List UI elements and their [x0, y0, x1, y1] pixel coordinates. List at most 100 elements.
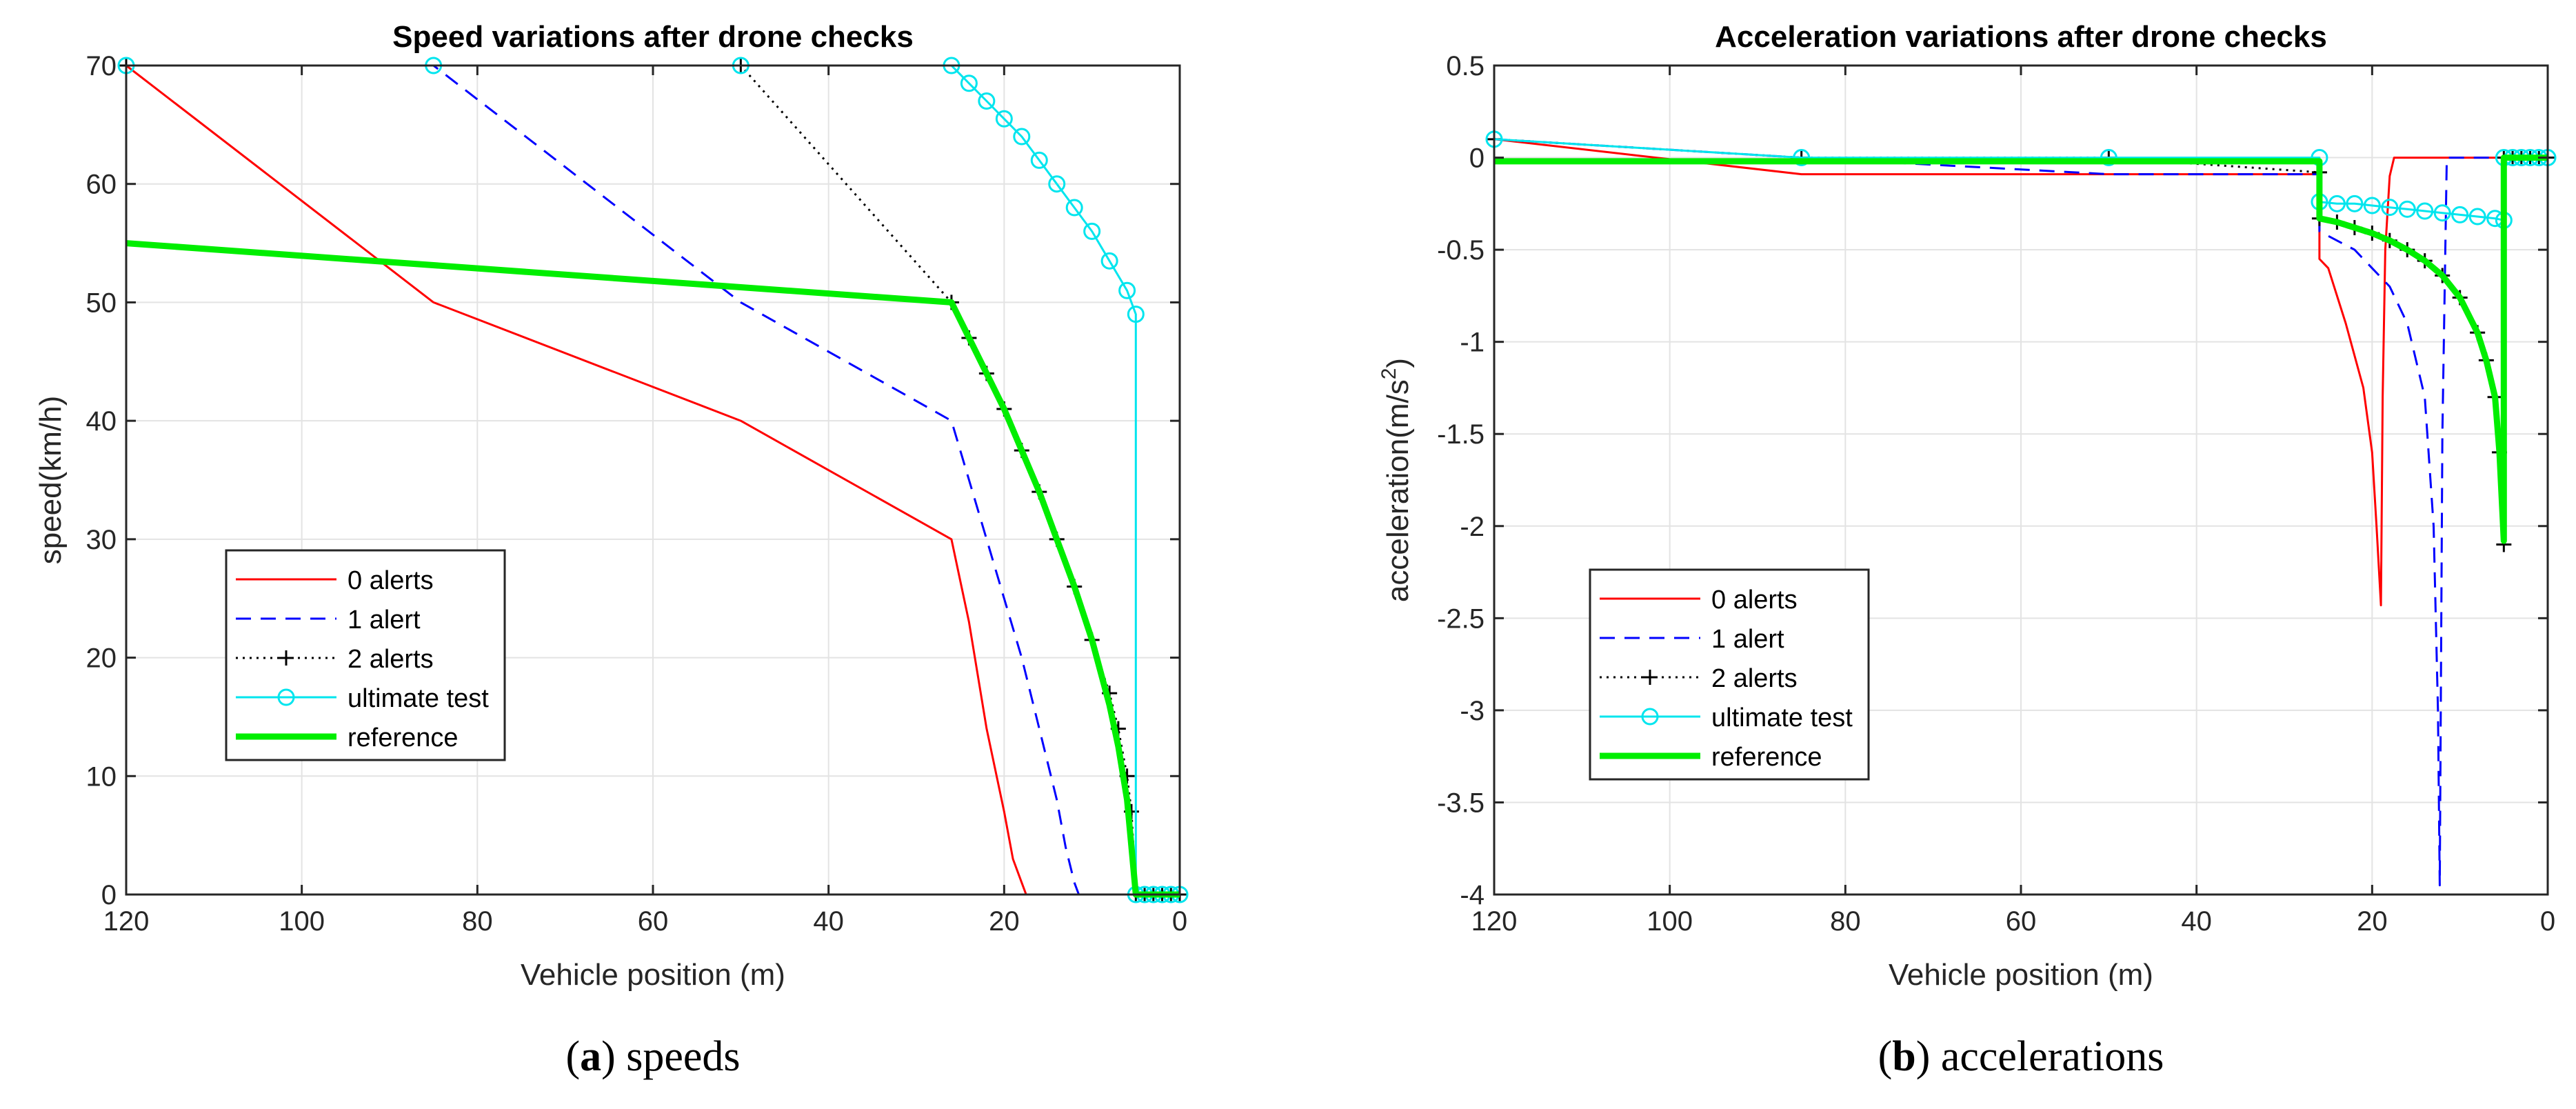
y-tick-label: -1: [1460, 328, 1485, 358]
x-tick-label: 100: [279, 906, 325, 937]
legend-label: ultimate test: [1711, 703, 1853, 732]
y-tick-label: 0: [1469, 143, 1485, 174]
speed-series-line-0-alerts: [125, 64, 1180, 896]
acceleration-legend-box: [1589, 568, 1870, 781]
y-tick-label: -3: [1460, 696, 1485, 726]
speed-data-point: [1013, 128, 1031, 146]
acceleration-data-point: [2433, 204, 2451, 222]
y-tick-label: 60: [86, 170, 117, 200]
speed-legend-entry-2-alerts: 2 alerts: [236, 645, 434, 674]
speed-legend-box: [225, 549, 506, 761]
x-tick-label: 120: [103, 906, 150, 937]
speed-legend-entry-ultimate-test: ultimate test: [236, 684, 489, 713]
x-tick-label: 40: [2181, 906, 2212, 937]
speed-series-reference: [125, 240, 1180, 898]
acceleration-legend-entry-2-alerts: 2 alerts: [1600, 664, 1798, 693]
y-tick-label: -1.5: [1437, 419, 1485, 450]
y-tick-label: -0.5: [1437, 235, 1485, 266]
y-tick-label: -2: [1460, 512, 1485, 542]
acceleration-caption: (b) accelerations: [1878, 1033, 2164, 1080]
acceleration-caption-letter: b: [1892, 1033, 1915, 1080]
acceleration-data-point: [2328, 194, 2346, 212]
speed-caption: (a) speeds: [565, 1033, 740, 1080]
speed-series-1-alert: [126, 64, 1180, 896]
x-tick-label: 20: [989, 906, 1020, 937]
speed-data-point: [1030, 151, 1048, 169]
speed-data-point: [960, 74, 978, 92]
x-tick-label: 80: [1830, 906, 1861, 937]
y-tick-label: 50: [86, 288, 117, 318]
speed-data-point: [978, 92, 996, 110]
speed-data-point: [1118, 281, 1136, 299]
legend-label: reference: [1711, 743, 1822, 772]
acceleration-y-axis-label: acceleration(m/s2): [1378, 358, 1415, 602]
y-tick-label: 10: [86, 761, 117, 792]
legend-label: reference: [348, 723, 459, 752]
legend-marker: [1642, 670, 1658, 685]
y-tick-label: -4: [1460, 880, 1485, 910]
x-tick-label: 120: [1471, 906, 1518, 937]
legend-marker: [1641, 708, 1659, 726]
speed-series-line-1-alert: [126, 64, 1180, 896]
y-tick-label: 20: [86, 643, 117, 674]
acceleration-chart-title: Acceleration variations after drone chec…: [1715, 20, 2327, 54]
acceleration-series-reference: [1494, 154, 2548, 544]
speed-legend: 0 alerts 1 alert 2 alerts ultimate test refe…: [225, 549, 506, 761]
speed-series-0-alerts: [125, 64, 1180, 896]
acceleration-caption-text: accelerations: [1930, 1033, 2164, 1080]
speed-data-point: [1048, 175, 1066, 193]
speed-data-point: [995, 110, 1013, 128]
legend-marker: [277, 688, 295, 706]
acceleration-legend-entry-1-alert: 1 alert: [1600, 625, 1784, 654]
speed-series-line-reference: [125, 240, 1180, 898]
acceleration-chart-panel: 120 100 80 60 40 20 0 -4 -3.5 -3 -2.5 -2 -1.5 -1 -0.5 0…: [1378, 20, 2557, 1080]
speed-legend-entry-1-alert: 1 alert: [236, 606, 421, 635]
x-tick-label: 40: [813, 906, 844, 937]
acceleration-data-point: [2398, 200, 2416, 218]
x-tick-label: 60: [638, 906, 669, 937]
speed-data-point: [1100, 252, 1118, 270]
speed-caption-letter: a: [580, 1033, 601, 1080]
speed-data-point: [1127, 306, 1145, 323]
speed-caption-text: speeds: [616, 1033, 741, 1080]
acceleration-data-point: [2451, 206, 2469, 223]
acceleration-legend-entry-0-alerts: 0 alerts: [1600, 586, 1798, 615]
y-tick-label: 30: [86, 525, 117, 555]
legend-label: 0 alerts: [348, 566, 434, 595]
acceleration-x-axis-label: Vehicle position (m): [1889, 958, 2153, 992]
y-tick-label: -2.5: [1437, 603, 1485, 634]
legend-label: 2 alerts: [1711, 664, 1798, 693]
acceleration-series-line-reference: [1494, 154, 2548, 544]
speed-legend-entry-0-alerts: 0 alerts: [236, 566, 434, 595]
y-tick-label: 40: [86, 406, 117, 437]
x-tick-label: 0: [2540, 906, 2555, 937]
y-tick-label: 70: [86, 51, 117, 81]
acceleration-legend-entry-ultimate-test: ultimate test: [1600, 703, 1853, 732]
acceleration-series-1-alert: [1493, 138, 2548, 887]
acceleration-data-point: [2468, 208, 2486, 226]
acceleration-legend-entry-reference: reference: [1600, 743, 1822, 772]
x-tick-label: 0: [1172, 906, 1187, 937]
acceleration-series-line-1-alert: [1493, 138, 2548, 887]
acceleration-data-point: [2416, 202, 2434, 220]
acceleration-data-point: [2100, 149, 2117, 167]
legend-label: 1 alert: [348, 606, 421, 635]
x-tick-label: 20: [2357, 906, 2388, 937]
acceleration-legend: 0 alerts 1 alert 2 alerts ultimate test refe…: [1589, 568, 1870, 781]
x-tick-label: 60: [2006, 906, 2037, 937]
x-tick-label: 80: [462, 906, 493, 937]
speed-chart-title: Speed variations after drone checks: [392, 20, 914, 54]
y-tick-label: -3.5: [1437, 788, 1485, 818]
speed-legend-entry-reference: reference: [236, 723, 459, 752]
y-tick-label: 0: [101, 880, 117, 910]
legend-label: 1 alert: [1711, 625, 1784, 654]
acceleration-data-point: [2363, 197, 2381, 214]
speed-data-point: [1065, 199, 1083, 217]
speed-chart-panel: 120 100 80 60 40 20 0 0 10 20 30 40 50 60 70 Speed var…: [34, 20, 1189, 1080]
acceleration-data-point: [2381, 199, 2399, 217]
speed-data-point: [1083, 222, 1101, 240]
acceleration-data-point: [1793, 149, 1811, 167]
speed-y-axis-label: speed(km/h): [34, 396, 68, 565]
speed-x-axis-label: Vehicle position (m): [521, 958, 785, 992]
legend-label: 0 alerts: [1711, 586, 1798, 615]
